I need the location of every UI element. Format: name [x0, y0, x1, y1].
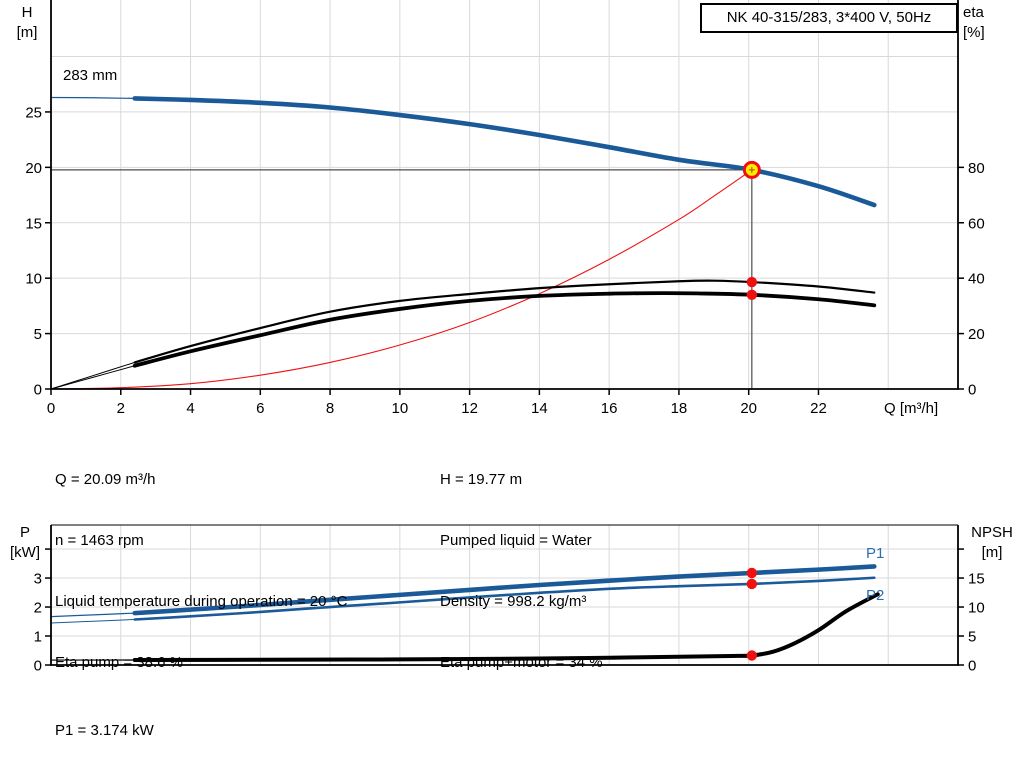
y-left-tick-label: 1 — [34, 629, 42, 646]
info-eta-pump: Eta pump = 38.6 % — [55, 654, 183, 671]
y-left-tick-label: 3 — [34, 571, 42, 588]
x-tick-label: 16 — [601, 400, 618, 417]
head-curve-lead — [50, 96, 136, 100]
y-right-tick-label: 0 — [968, 382, 976, 399]
head-curve — [132, 96, 877, 208]
x-tick-label: 22 — [810, 400, 827, 417]
h-axis-label: H [m] — [16, 4, 38, 41]
power-info: P1 = 3.174 kW P2 = 2.796 kW NPSH = 1.64 … — [55, 680, 397, 781]
x-tick-label: 4 — [186, 400, 194, 417]
x-tick-label: 0 — [47, 400, 55, 417]
y-left-tick-label: 10 — [25, 271, 42, 288]
y-right-tick-label: 5 — [968, 629, 976, 646]
y-left-tick-label: 0 — [34, 658, 42, 675]
p1-curve-label: P1 — [866, 545, 885, 562]
q-axis-label: Q [m³/h] — [884, 400, 939, 417]
eta-pump-motor-curve-lead — [50, 365, 136, 390]
info-p1: P1 = 3.174 kW — [55, 722, 154, 739]
y-left-tick-label: 5 — [34, 326, 42, 343]
pump-title: NK 40-315/283, 3*400 V, 50Hz — [700, 3, 958, 33]
x-tick-label: 2 — [117, 400, 125, 417]
duty-dot — [746, 578, 758, 590]
info-temperature: Liquid temperature during operation = 20… — [55, 593, 348, 610]
y-right-tick-label: 10 — [968, 600, 985, 617]
p2-curve-label: P2 — [866, 587, 885, 604]
system-curve — [50, 169, 753, 390]
info-liquid: Pumped liquid = Water — [440, 532, 592, 549]
eta-pump-motor-curve — [132, 291, 877, 368]
info-density: Density = 998.2 kg/m³ — [440, 593, 587, 610]
y-left-tick-label: 15 — [25, 215, 42, 232]
x-tick-label: 6 — [256, 400, 264, 417]
y-right-tick-label: 15 — [968, 571, 985, 588]
eta-pump-curve — [133, 279, 876, 364]
info-q: Q = 20.09 m³/h — [55, 471, 156, 488]
y-left-tick-label: 25 — [25, 104, 42, 121]
info-h: H = 19.77 m — [440, 471, 523, 488]
info-speed: n = 1463 rpm — [55, 532, 144, 549]
x-tick-label: 14 — [531, 400, 548, 417]
y-right-tick-label: 40 — [968, 271, 985, 288]
y-left-tick-label: 2 — [34, 600, 42, 617]
y-right-tick-label: 80 — [968, 160, 985, 177]
npsh-axis-label: NPSH [m] — [971, 524, 1013, 561]
duty-info-right: H = 19.77 m Pumped liquid = Water Densit… — [440, 429, 603, 713]
info-eta-pump-motor: Eta pump+motor = 34 % — [440, 654, 603, 671]
duty-dot — [746, 276, 758, 288]
duty-dot — [746, 567, 758, 579]
p2-curve-lead — [50, 618, 136, 624]
y-right-tick-label: 0 — [968, 658, 976, 675]
x-tick-label: 20 — [740, 400, 757, 417]
y-right-tick-label: 60 — [968, 215, 985, 232]
npsh-curve — [132, 592, 880, 663]
x-tick-label: 8 — [326, 400, 334, 417]
x-tick-label: 12 — [461, 400, 478, 417]
y-right-tick-label: 20 — [968, 326, 985, 343]
x-tick-label: 10 — [392, 400, 409, 417]
x-tick-label: 18 — [671, 400, 688, 417]
impeller-size-label: 283 mm — [63, 67, 118, 84]
duty-dot — [746, 289, 758, 300]
p-axis-label: P [kW] — [10, 524, 40, 561]
eta-axis-label: eta [%] — [963, 4, 985, 41]
y-left-tick-label: 20 — [25, 160, 42, 177]
p1-curve-lead — [50, 612, 136, 618]
duty-info-left: Q = 20.09 m³/h n = 1463 rpm Liquid tempe… — [55, 429, 347, 713]
y-left-tick-label: 0 — [34, 382, 42, 399]
duty-dot — [746, 650, 758, 661]
